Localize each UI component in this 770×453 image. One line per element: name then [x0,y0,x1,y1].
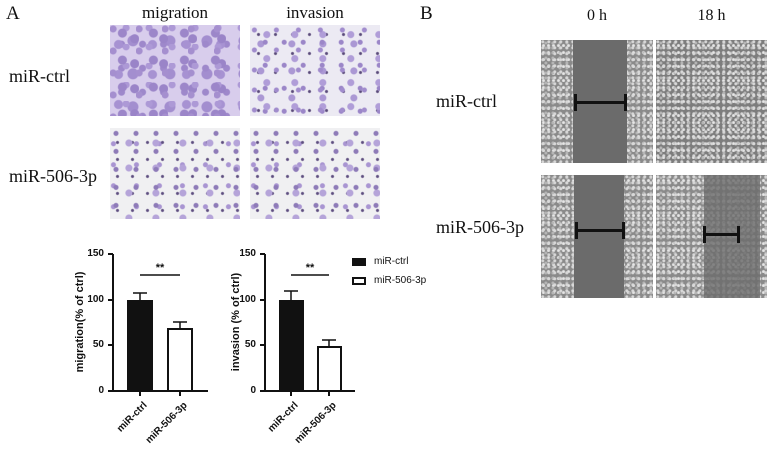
micrograph-invasion-506 [250,128,380,219]
invasion-ytick-100: 100 [239,294,256,305]
legend-item-ctrl: miR-ctrl [352,256,408,267]
row-label-mir-ctrl: miR-ctrl [9,66,70,86]
scratch-image-ctrl-0h [541,40,653,163]
invasion-ytick-50: 50 [244,339,256,350]
scratch-image-ctrl-18h [656,40,767,163]
gap-width-bar [575,222,625,239]
legend-label-506: miR-506-3p [374,275,427,286]
scratch-row-label-ctrl: miR-ctrl [436,91,497,111]
legend-item-506: miR-506-3p [352,275,426,286]
migration-ytick-50: 50 [92,339,104,350]
micrograph-migration-ctrl [110,25,240,116]
micrograph-migration-506 [110,128,240,219]
wound-gap [574,175,624,298]
legend-label-ctrl: miR-ctrl [374,256,409,267]
migration-bar-chart: ** 150 100 50 0 migration(% of ctrl) miR… [0,0,230,453]
migration-ytick-0: 0 [98,385,104,396]
invasion-bar-chart: ** 150 100 50 0 invasion (% of ctrl) miR… [0,0,360,453]
gap-width-bar [574,94,627,111]
invasion-chart-svg [260,253,355,396]
row-label-mir-506-3p: miR-506-3p [9,166,97,186]
scratch-image-506-18h [656,175,767,298]
col-head-migration: migration [141,3,209,22]
wound-gap [704,175,760,298]
migration-ytick-100: 100 [87,294,104,305]
gap-width-bar [703,226,740,243]
scratch-row-label-506: miR-506-3p [436,217,524,237]
invasion-significance: ** [305,262,315,274]
legend-swatch-open [352,276,366,285]
invasion-ytick-150: 150 [239,248,256,259]
invasion-ylabel: invasion (% of ctrl) [230,272,242,372]
migration-significance: ** [155,262,165,274]
scratch-image-506-0h [541,175,653,298]
col-head-0h: 0 h [587,7,607,24]
col-head-18h: 18 h [697,7,726,24]
migration-ytick-150: 150 [87,248,104,259]
invasion-ytick-0: 0 [250,385,256,396]
migration-chart-svg [108,253,208,396]
legend-swatch-filled [352,257,366,266]
micrograph-invasion-ctrl [250,25,380,116]
panel-a-letter: A [6,3,20,24]
col-head-invasion: invasion [286,3,344,22]
panel-b-letter: B [420,3,433,24]
